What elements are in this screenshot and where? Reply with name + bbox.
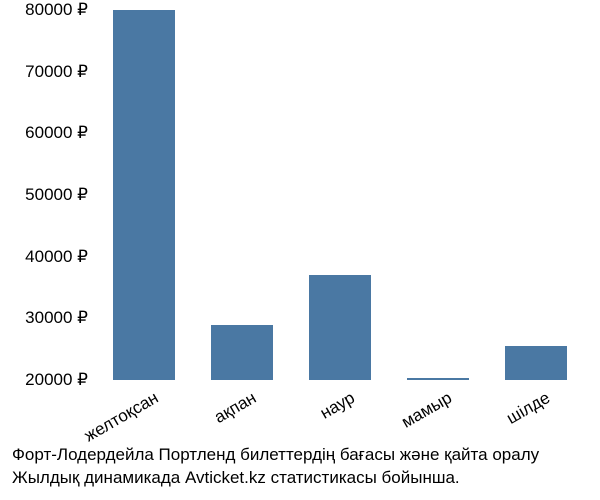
- bar: [309, 275, 371, 380]
- x-tick-label: желтоқсан: [81, 388, 162, 446]
- x-tick-label: ақпан: [211, 388, 260, 428]
- x-tick-label: шілде: [504, 388, 554, 429]
- caption-line-1: Форт-Лодердейла Портленд билеттердің бағ…: [12, 445, 539, 465]
- bar: [211, 325, 273, 381]
- bar: [407, 378, 469, 380]
- y-tick-label: 20000 ₽: [0, 370, 88, 390]
- bars-area: [95, 10, 585, 380]
- bar: [113, 10, 175, 380]
- y-tick-label: 80000 ₽: [0, 0, 88, 20]
- y-tick-label: 50000 ₽: [0, 185, 88, 205]
- x-tick-label: наур: [316, 388, 358, 424]
- chart-container: 20000 ₽ 30000 ₽ 40000 ₽ 50000 ₽ 60000 ₽ 70000…: [0, 0, 600, 500]
- y-tick-label: 60000 ₽: [0, 123, 88, 143]
- caption-line-2: Жылдық динамикада Avticket.kz статистика…: [12, 468, 460, 488]
- y-tick-label: 70000 ₽: [0, 62, 88, 82]
- y-tick-label: 30000 ₽: [0, 308, 88, 328]
- y-tick-label: 40000 ₽: [0, 247, 88, 267]
- x-tick-label: мамыр: [399, 388, 456, 433]
- bar: [505, 346, 567, 380]
